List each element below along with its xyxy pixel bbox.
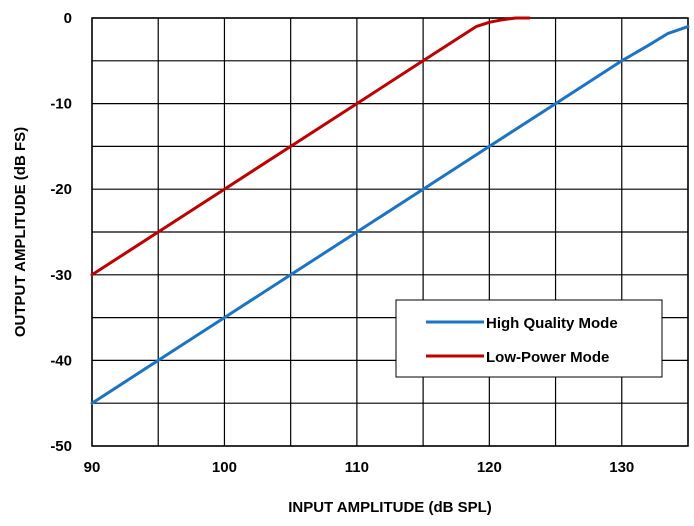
y-axis-title: OUTPUT AMPLITUDE (dB FS) bbox=[12, 127, 29, 337]
y-tick-label: -50 bbox=[50, 438, 72, 455]
series-line-1 bbox=[90, 16, 531, 277]
series-line-0 bbox=[90, 25, 690, 405]
series-lines bbox=[90, 16, 690, 405]
legend-label-high-quality: High Quality Mode bbox=[486, 315, 618, 332]
x-tick-label: 100 bbox=[212, 459, 237, 476]
y-tick-labels: 0 -10 -20 -30 -40 -50 bbox=[50, 10, 72, 455]
y-tick-label: 0 bbox=[64, 10, 72, 27]
x-tick-label: 120 bbox=[477, 459, 502, 476]
x-tick-label: 130 bbox=[609, 459, 634, 476]
x-axis-title: INPUT AMPLITUDE (dB SPL) bbox=[288, 499, 492, 516]
legend: High Quality Mode Low-Power Mode bbox=[395, 299, 663, 378]
y-tick-label: -20 bbox=[50, 181, 72, 198]
legend-box bbox=[395, 299, 663, 378]
y-tick-label: -40 bbox=[50, 352, 72, 369]
y-tick-label: -30 bbox=[50, 267, 72, 284]
x-tick-label: 110 bbox=[345, 459, 369, 476]
legend-label-low-power: Low-Power Mode bbox=[486, 349, 609, 366]
y-tick-label: -10 bbox=[50, 96, 72, 113]
x-tick-labels: 90 100 110 120 130 bbox=[84, 459, 635, 476]
x-tick-label: 90 bbox=[84, 459, 101, 476]
plot-area-frame bbox=[91, 17, 689, 447]
